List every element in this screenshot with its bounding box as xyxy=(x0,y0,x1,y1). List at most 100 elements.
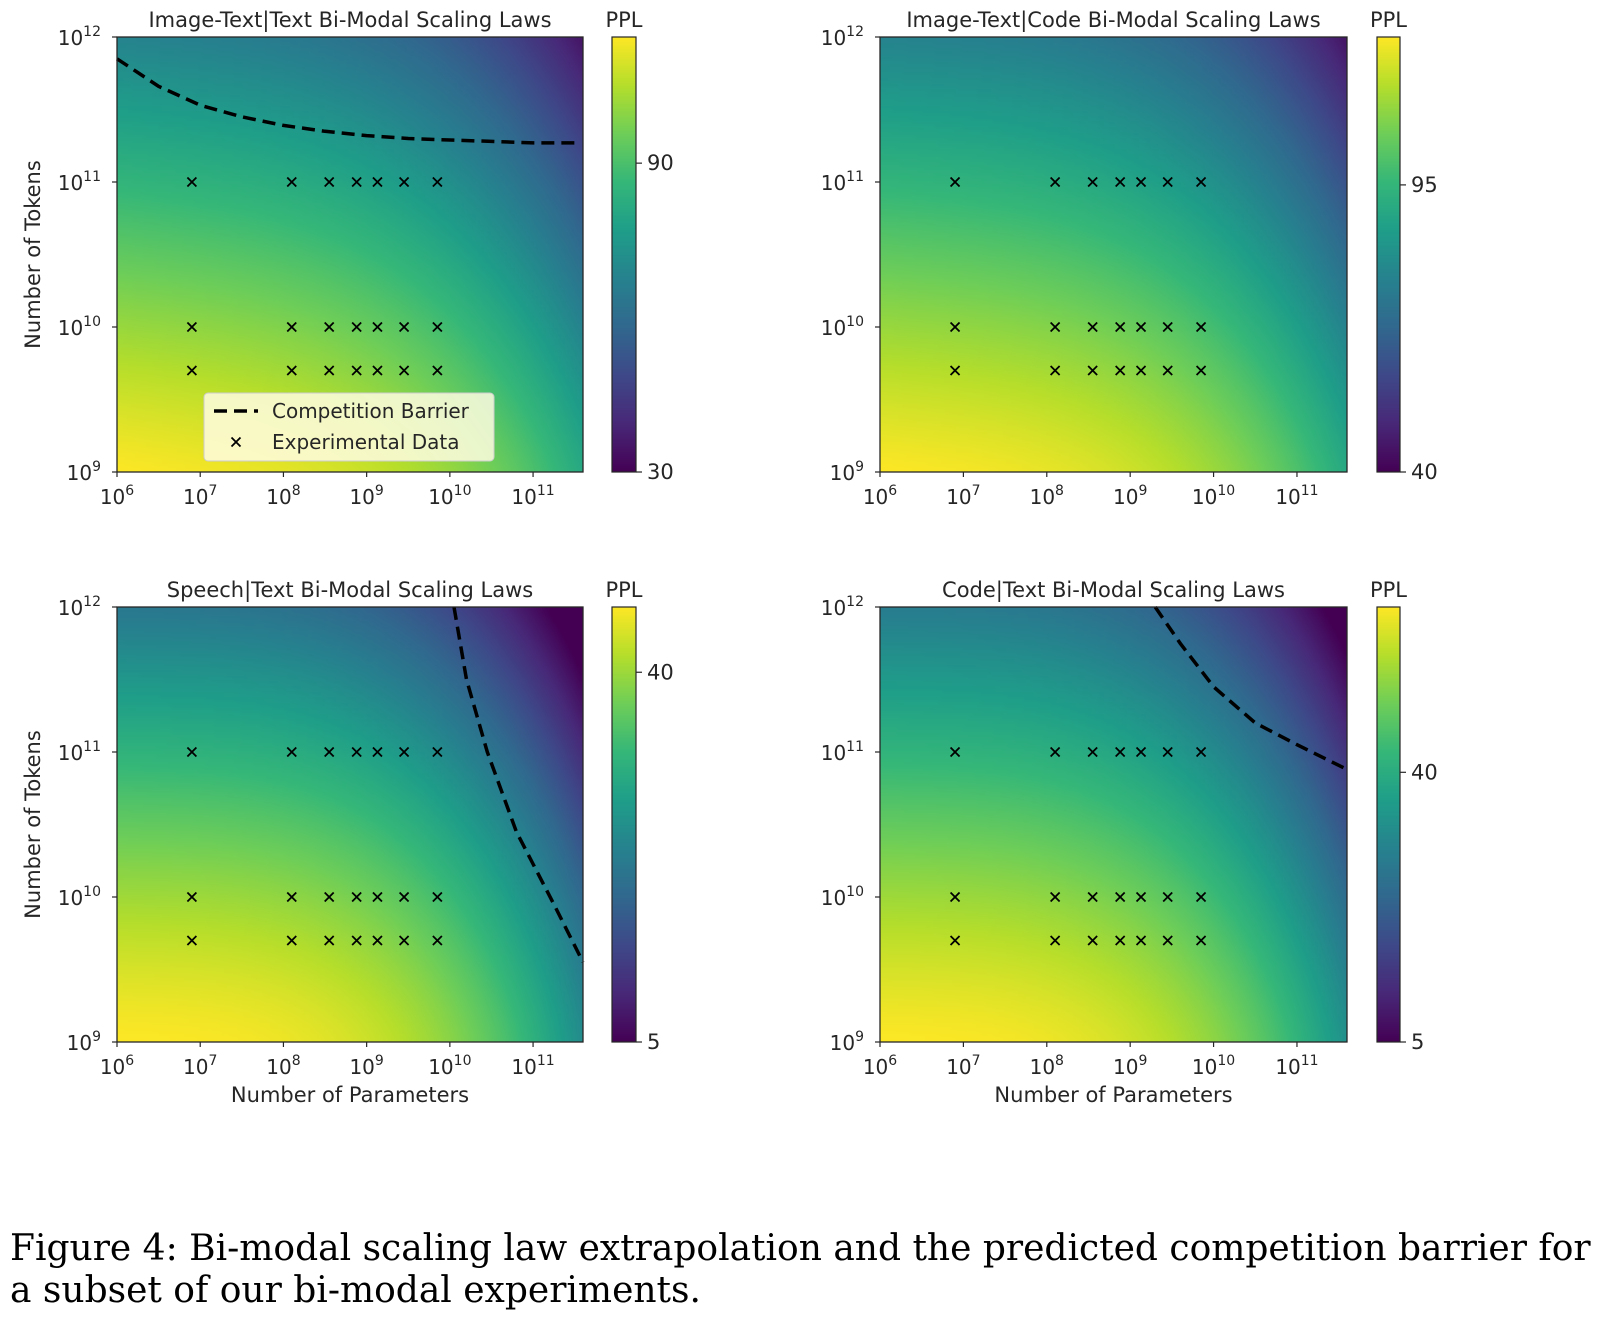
experimental-data-point xyxy=(398,176,410,188)
chart-title: Image-Text|Code Bi-Modal Scaling Laws xyxy=(906,8,1320,33)
experimental-data-point xyxy=(186,365,198,376)
experimental-data-point xyxy=(398,891,410,903)
experimental-data-point xyxy=(372,746,383,758)
plot-frame xyxy=(879,36,1348,473)
heatmap-surface xyxy=(880,37,1347,472)
colorbar-gradient xyxy=(1377,607,1400,1042)
colorbar-tick-label: 95 xyxy=(1411,173,1438,197)
experimental-data-point xyxy=(1087,935,1098,946)
x-tick-label: 108 xyxy=(1030,483,1064,509)
experimental-data-point xyxy=(1049,365,1061,376)
chart-panel-4: 106 107 108 109 1010 1011 109 1010 1011 1012 Code|… xyxy=(821,578,1438,1107)
colorbar-tick-label: 40 xyxy=(1411,460,1438,484)
y-tick-label: 1012 xyxy=(58,24,101,50)
legend-barrier-label: Competition Barrier xyxy=(272,399,470,423)
x-tick-label: 1010 xyxy=(428,483,471,509)
experimental-data-point xyxy=(1115,891,1126,903)
x-tick-label: 1011 xyxy=(511,1053,554,1079)
experimental-data-point xyxy=(324,746,335,758)
competition-barrier-line xyxy=(116,57,575,145)
experimental-data-point xyxy=(398,365,410,376)
experimental-data-point xyxy=(186,321,198,333)
x-tick-label: 1010 xyxy=(428,1053,471,1079)
experimental-data-point xyxy=(1049,746,1061,758)
experimental-data-point xyxy=(351,746,362,758)
experimental-data-point xyxy=(286,321,297,333)
y-tick-label: 1010 xyxy=(58,884,101,910)
x-tick-label: 106 xyxy=(100,1053,134,1079)
colorbar-tick-label: 30 xyxy=(647,460,674,484)
y-axis-label: Number of Tokens xyxy=(21,160,45,349)
x-tick-label: 1011 xyxy=(1275,1053,1318,1079)
x-tick-label: 108 xyxy=(266,483,300,509)
chart-title: Speech|Text Bi-Modal Scaling Laws xyxy=(167,578,534,603)
colorbar-tick-label: 40 xyxy=(647,660,674,684)
experimental-data-point xyxy=(372,935,383,946)
experimental-data-point xyxy=(398,746,410,758)
experimental-data-point xyxy=(1195,365,1207,376)
experimental-data-point xyxy=(1115,935,1126,946)
x-tick-label: 107 xyxy=(946,1053,980,1079)
experimental-data-point xyxy=(1049,321,1061,333)
experimental-data-point xyxy=(324,365,335,376)
experimental-data-point xyxy=(1162,321,1173,333)
experimental-data-point xyxy=(1162,746,1173,758)
heatmap-surface xyxy=(880,607,1347,1042)
experimental-data-point xyxy=(286,891,297,903)
legend-data-label: Experimental Data xyxy=(272,430,459,454)
colorbar-tick-label: 5 xyxy=(1411,1030,1424,1054)
y-tick-label: 109 xyxy=(830,1029,864,1055)
experimental-data-point xyxy=(1087,891,1098,903)
experimental-data-point xyxy=(372,321,383,333)
chart-title: Image-Text|Text Bi-Modal Scaling Laws xyxy=(148,8,551,33)
y-tick-label: 1010 xyxy=(821,314,864,340)
experimental-data-point xyxy=(324,891,335,903)
y-tick-label: 1012 xyxy=(821,24,864,50)
experimental-data-point xyxy=(324,176,335,188)
colorbar-tick-label: 40 xyxy=(1411,760,1438,784)
experimental-data-point xyxy=(1195,891,1207,903)
experimental-data-point xyxy=(1135,321,1147,333)
y-tick-label: 1010 xyxy=(58,314,101,340)
experimental-data-point xyxy=(286,746,297,758)
legend: Competition Barrier Experimental Data xyxy=(203,392,495,462)
experimental-data-point xyxy=(186,176,198,188)
colorbar-frame xyxy=(1376,606,1401,1043)
y-tick-label: 1010 xyxy=(821,884,864,910)
experimental-data-point xyxy=(398,321,410,333)
experimental-data-point xyxy=(186,891,198,903)
colorbar-label: PPL xyxy=(1370,8,1407,32)
experimental-data-point xyxy=(1162,935,1173,946)
figure-caption: Figure 4: Bi-modal scaling law extrapola… xyxy=(10,1228,1591,1311)
chart-title: Code|Text Bi-Modal Scaling Laws xyxy=(942,578,1285,603)
colorbar-frame xyxy=(1376,36,1401,473)
colorbar-gradient xyxy=(612,37,636,472)
colorbar-frame xyxy=(611,606,637,1043)
x-tick-label: 109 xyxy=(1113,483,1147,509)
experimental-data-point xyxy=(372,891,383,903)
y-tick-label: 1011 xyxy=(821,739,864,765)
experimental-data-point xyxy=(949,176,961,188)
x-tick-label: 1011 xyxy=(1275,483,1318,509)
y-tick-label: 1012 xyxy=(58,594,101,620)
experimental-data-point xyxy=(949,891,961,903)
chart-panel-2: 106 107 108 109 1010 1011 109 1010 1011 1012 Image… xyxy=(821,8,1438,509)
colorbar-tick-label: 90 xyxy=(647,151,674,175)
experimental-data-point xyxy=(1162,891,1173,903)
experimental-data-point xyxy=(1195,176,1207,188)
x-tick-label: 108 xyxy=(1030,1053,1064,1079)
y-tick-label: 1011 xyxy=(58,169,101,195)
experimental-data-point xyxy=(1135,176,1147,188)
x-tick-label: 106 xyxy=(863,1053,897,1079)
experimental-data-point xyxy=(324,935,335,946)
experimental-data-point xyxy=(1049,176,1061,188)
experimental-data-point xyxy=(286,176,297,188)
plot-frame xyxy=(879,606,1348,1043)
experimental-data-point xyxy=(1115,176,1126,188)
experimental-data-point xyxy=(1135,935,1147,946)
x-tick-label: 107 xyxy=(183,483,217,509)
experimental-data-point xyxy=(432,935,443,946)
chart-panel-1: 106 107 108 109 1010 1011 109 1010 1011 1012 Image… xyxy=(21,8,674,509)
colorbar-label: PPL xyxy=(605,8,642,32)
y-tick-label: 109 xyxy=(67,459,101,485)
